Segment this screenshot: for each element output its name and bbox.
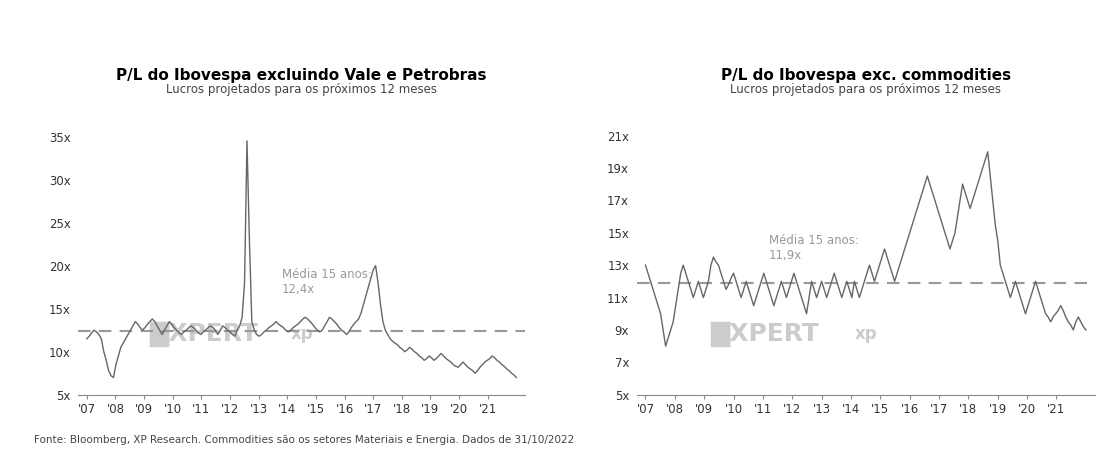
Text: Média 15 anos:
11,9x: Média 15 anos: 11,9x bbox=[768, 234, 859, 262]
Text: Lucros projetados para os próximos 12 meses: Lucros projetados para os próximos 12 me… bbox=[731, 84, 1001, 96]
Text: █XPERT: █XPERT bbox=[710, 321, 820, 347]
Text: Lucros projetados para os próximos 12 meses: Lucros projetados para os próximos 12 me… bbox=[166, 84, 437, 96]
Text: P/L do Ibovespa excluindo Vale e Petrobras: P/L do Ibovespa excluindo Vale e Petrobr… bbox=[116, 67, 487, 83]
Text: xp: xp bbox=[290, 325, 313, 343]
Text: xp: xp bbox=[855, 325, 877, 343]
Text: P/L do Ibovespa exc. commodities: P/L do Ibovespa exc. commodities bbox=[720, 67, 1011, 83]
Text: Média 15 anos:
12,4x: Média 15 anos: 12,4x bbox=[281, 268, 372, 296]
Text: █XPERT: █XPERT bbox=[149, 321, 258, 347]
Text: Fonte: Bloomberg, XP Research. Commodities são os setores Materiais e Energia. D: Fonte: Bloomberg, XP Research. Commoditi… bbox=[34, 435, 574, 445]
